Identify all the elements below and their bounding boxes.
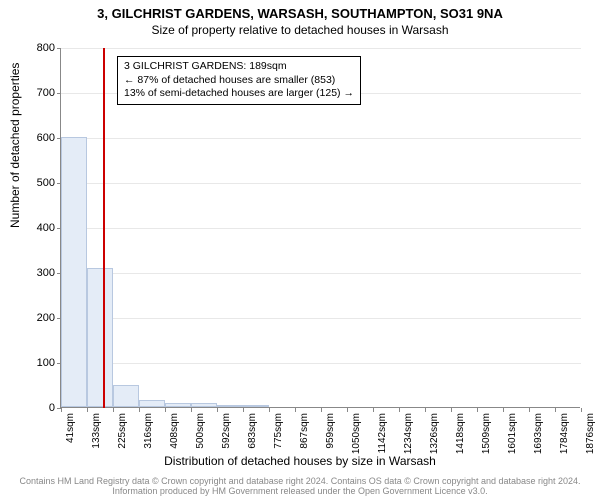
y-tick-label: 800 bbox=[15, 42, 55, 54]
x-tick-mark bbox=[87, 408, 88, 412]
gridline bbox=[61, 48, 581, 49]
gridline bbox=[61, 363, 581, 364]
y-tick-mark bbox=[57, 48, 61, 49]
histogram-bar bbox=[139, 400, 165, 407]
y-tick-label: 100 bbox=[15, 357, 55, 369]
x-tick-mark bbox=[503, 408, 504, 412]
x-tick-mark bbox=[555, 408, 556, 412]
gridline bbox=[61, 273, 581, 274]
x-tick-label: 867sqm bbox=[299, 413, 310, 449]
x-tick-label: 1142sqm bbox=[377, 413, 388, 453]
annotation-box: 3 GILCHRIST GARDENS: 189sqm← 87% of deta… bbox=[117, 56, 361, 105]
gridline bbox=[61, 228, 581, 229]
x-tick-label: 1050sqm bbox=[351, 413, 362, 454]
x-tick-mark bbox=[269, 408, 270, 412]
x-tick-label: 683sqm bbox=[247, 413, 258, 449]
x-axis-label: Distribution of detached houses by size … bbox=[0, 454, 600, 468]
x-tick-label: 1418sqm bbox=[455, 413, 466, 454]
x-tick-mark bbox=[477, 408, 478, 412]
x-tick-mark bbox=[113, 408, 114, 412]
y-tick-label: 700 bbox=[15, 87, 55, 99]
histogram-bar bbox=[191, 403, 217, 407]
gridline bbox=[61, 183, 581, 184]
x-tick-label: 225sqm bbox=[117, 413, 128, 449]
x-tick-label: 959sqm bbox=[325, 413, 336, 449]
histogram-bar bbox=[243, 405, 269, 407]
histogram-bar bbox=[61, 137, 87, 407]
x-tick-mark bbox=[243, 408, 244, 412]
x-tick-label: 1326sqm bbox=[429, 413, 440, 454]
x-tick-label: 316sqm bbox=[143, 413, 154, 449]
y-tick-label: 600 bbox=[15, 132, 55, 144]
x-tick-label: 41sqm bbox=[65, 413, 76, 443]
y-tick-label: 400 bbox=[15, 222, 55, 234]
annotation-line-1: 3 GILCHRIST GARDENS: 189sqm bbox=[124, 60, 354, 74]
x-tick-label: 133sqm bbox=[91, 413, 102, 449]
x-tick-mark bbox=[425, 408, 426, 412]
y-tick-label: 0 bbox=[15, 402, 55, 414]
annotation-line-3: 13% of semi-detached houses are larger (… bbox=[124, 87, 354, 101]
plot-canvas: 010020030040050060070080041sqm133sqm225s… bbox=[60, 48, 580, 408]
property-marker-line bbox=[103, 48, 105, 408]
gridline bbox=[61, 318, 581, 319]
x-tick-mark bbox=[451, 408, 452, 412]
x-tick-label: 1876sqm bbox=[585, 413, 596, 454]
x-tick-label: 775sqm bbox=[273, 413, 284, 449]
y-tick-label: 300 bbox=[15, 267, 55, 279]
x-tick-mark bbox=[295, 408, 296, 412]
x-tick-mark bbox=[581, 408, 582, 412]
footer-attribution: Contains HM Land Registry data © Crown c… bbox=[0, 476, 600, 496]
x-tick-label: 1784sqm bbox=[559, 413, 570, 454]
x-tick-label: 500sqm bbox=[195, 413, 206, 449]
gridline bbox=[61, 138, 581, 139]
x-tick-mark bbox=[191, 408, 192, 412]
x-tick-label: 1693sqm bbox=[533, 413, 544, 454]
x-tick-mark bbox=[217, 408, 218, 412]
chart-title: 3, GILCHRIST GARDENS, WARSASH, SOUTHAMPT… bbox=[0, 0, 600, 21]
x-tick-label: 1601sqm bbox=[507, 413, 518, 454]
x-tick-label: 592sqm bbox=[221, 413, 232, 449]
x-tick-label: 1234sqm bbox=[403, 413, 414, 454]
chart-container: 3, GILCHRIST GARDENS, WARSASH, SOUTHAMPT… bbox=[0, 0, 600, 500]
chart-subtitle: Size of property relative to detached ho… bbox=[0, 21, 600, 37]
x-tick-mark bbox=[321, 408, 322, 412]
annotation-line-2: ← 87% of detached houses are smaller (85… bbox=[124, 74, 354, 88]
x-tick-label: 408sqm bbox=[169, 413, 180, 449]
histogram-bar bbox=[113, 385, 139, 408]
histogram-bar bbox=[217, 405, 243, 407]
x-tick-mark bbox=[165, 408, 166, 412]
plot-area: 010020030040050060070080041sqm133sqm225s… bbox=[60, 48, 580, 408]
x-tick-mark bbox=[529, 408, 530, 412]
x-tick-mark bbox=[399, 408, 400, 412]
histogram-bar bbox=[165, 403, 191, 408]
histogram-bar bbox=[87, 268, 113, 408]
x-tick-mark bbox=[61, 408, 62, 412]
x-tick-mark bbox=[139, 408, 140, 412]
y-tick-mark bbox=[57, 93, 61, 94]
x-tick-mark bbox=[347, 408, 348, 412]
x-tick-mark bbox=[373, 408, 374, 412]
x-tick-label: 1509sqm bbox=[481, 413, 492, 454]
y-tick-label: 200 bbox=[15, 312, 55, 324]
y-tick-label: 500 bbox=[15, 177, 55, 189]
